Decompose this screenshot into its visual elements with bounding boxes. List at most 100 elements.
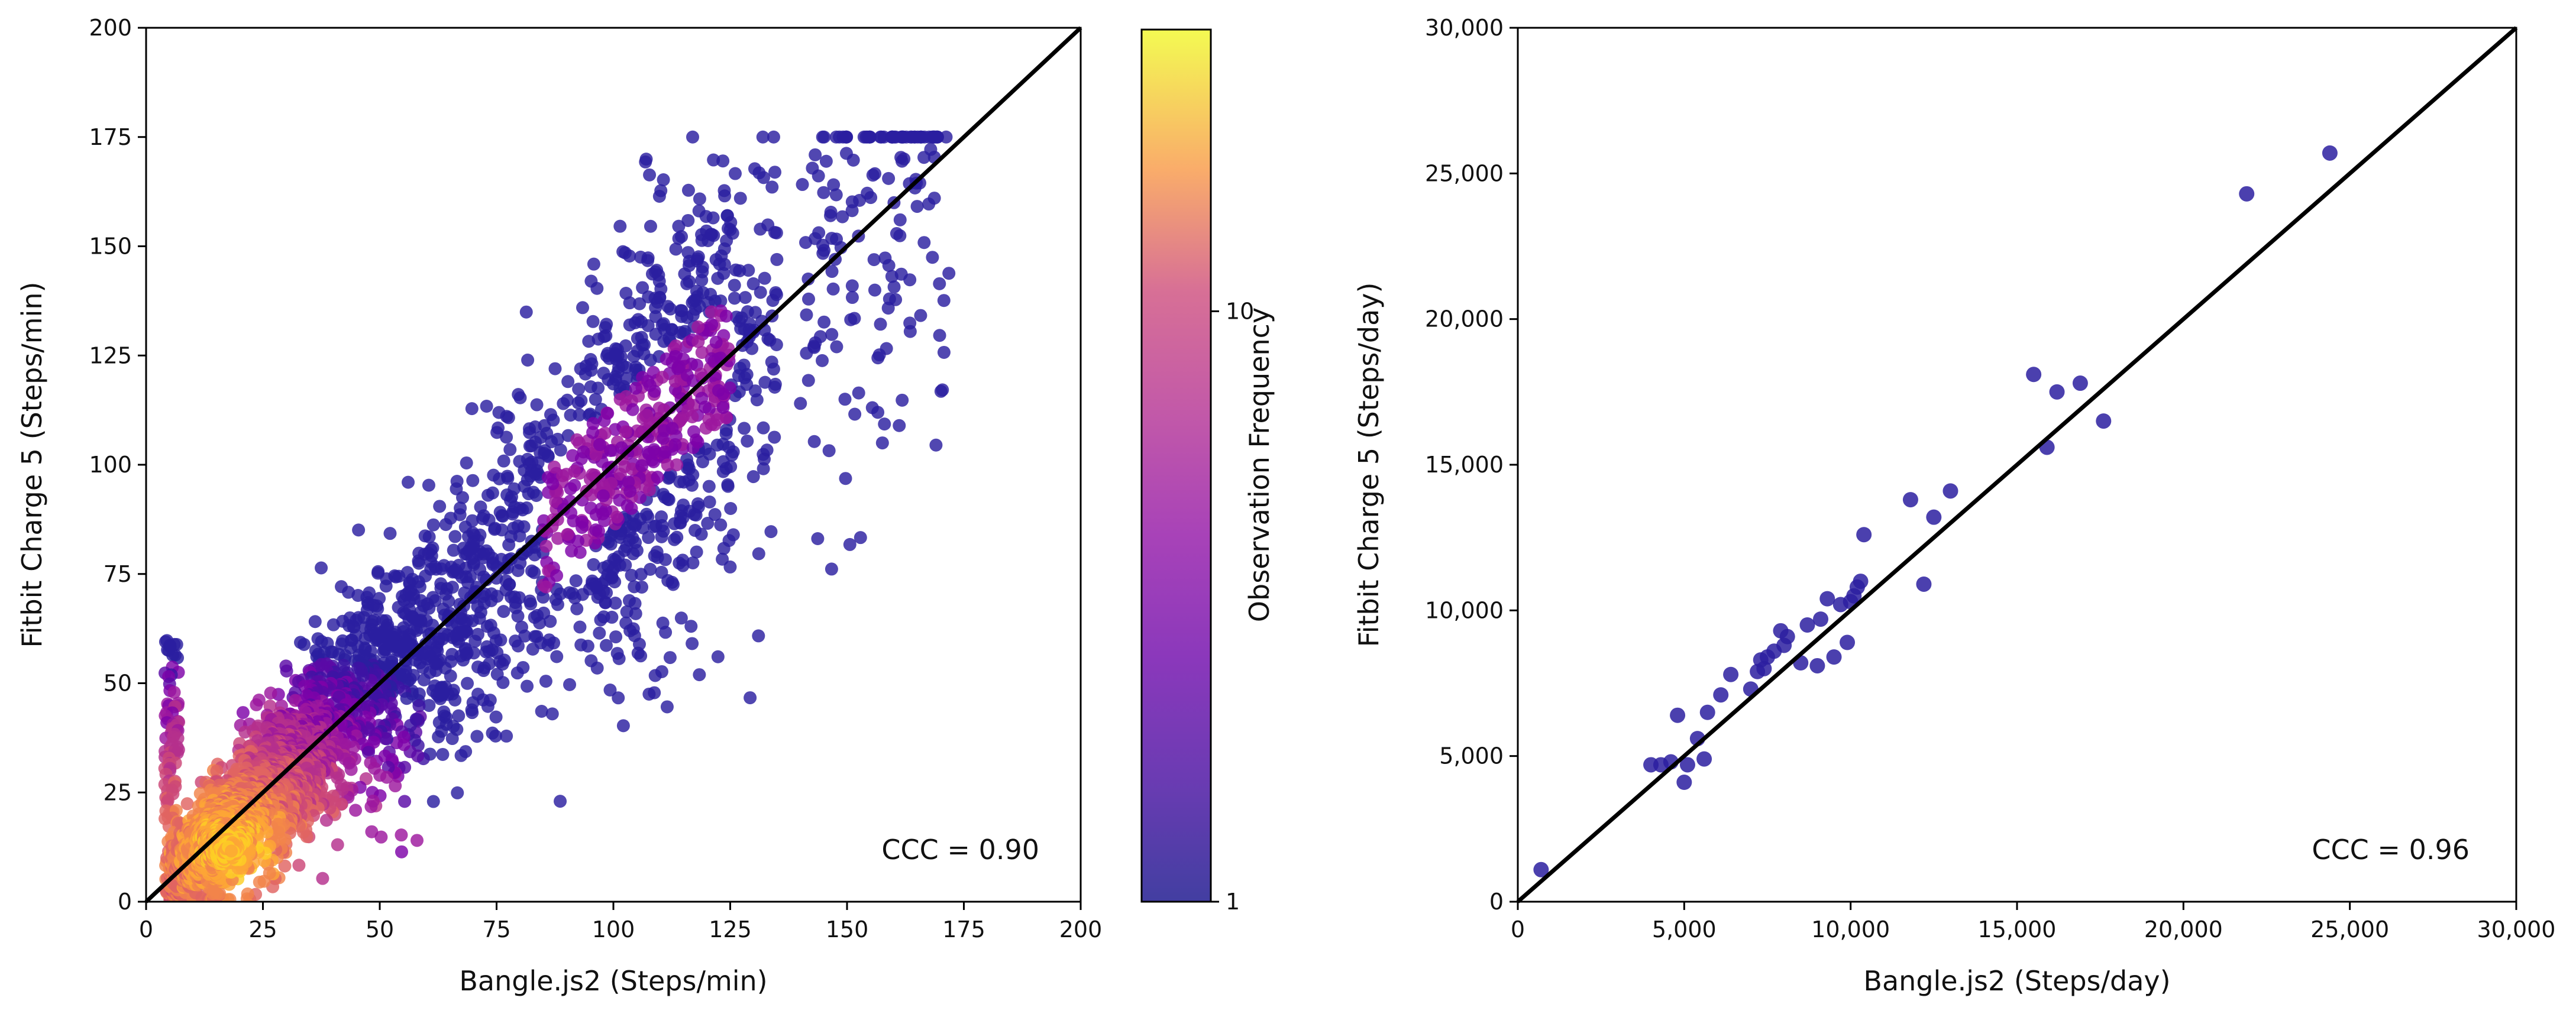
left-data-point: [486, 558, 500, 571]
left-data-point: [162, 644, 176, 658]
left-data-point: [765, 180, 779, 194]
right-points-layer: [1533, 145, 2338, 877]
left-data-point: [817, 130, 831, 144]
left-data-point: [390, 736, 403, 750]
left-data-point: [703, 495, 716, 509]
right-data-point: [1799, 617, 1815, 633]
right-y-tick-label: 5,000: [1439, 743, 1504, 769]
left-data-point: [557, 397, 570, 410]
left-data-point: [616, 719, 630, 733]
left-y-tick-label: 150: [89, 234, 132, 260]
left-data-point: [470, 730, 484, 743]
left-data-point: [667, 533, 681, 546]
left-data-point: [864, 130, 877, 144]
left-data-point: [659, 626, 673, 639]
left-data-point: [887, 280, 901, 294]
right-data-point: [1809, 658, 1825, 673]
right-identity-line: [1516, 26, 2518, 903]
left-data-point: [686, 637, 699, 650]
left-data-point: [634, 250, 648, 264]
left-data-point: [429, 657, 442, 671]
left-data-point: [933, 277, 946, 290]
left-data-point: [572, 383, 586, 396]
left-data-point: [671, 362, 684, 375]
left-data-point: [754, 286, 767, 299]
left-data-point: [586, 315, 600, 328]
left-data-point: [542, 633, 556, 647]
left-data-point: [465, 552, 479, 565]
left-data-point: [728, 167, 742, 180]
left-data-point: [539, 675, 552, 688]
left-data-point: [576, 516, 589, 529]
left-data-point: [477, 551, 490, 565]
left-data-point: [704, 228, 717, 241]
left-data-point: [917, 151, 931, 164]
left-data-point: [497, 454, 510, 468]
left-data-point: [584, 488, 598, 502]
left-data-point: [719, 309, 733, 323]
left-data-point: [668, 374, 682, 388]
left-x-axis: 0 25 50 75 100 125 150 175 200: [139, 902, 1102, 942]
left-data-point: [660, 700, 674, 714]
left-data-point: [683, 275, 696, 289]
left-data-point: [574, 394, 588, 407]
left-data-point: [729, 310, 743, 324]
left-data-point: [809, 148, 822, 161]
left-data-point: [504, 494, 518, 507]
left-data-point: [604, 443, 618, 457]
left-data-point: [896, 130, 910, 144]
left-data-point: [663, 651, 677, 665]
left-data-point: [756, 130, 770, 144]
left-data-point: [609, 630, 623, 644]
left-data-point: [714, 518, 728, 532]
left-data-point: [331, 838, 344, 851]
left-data-point: [628, 597, 642, 610]
left-data-point: [253, 875, 266, 889]
left-data-point: [500, 729, 513, 743]
left-data-point: [674, 611, 688, 625]
left-data-point: [705, 318, 719, 331]
left-x-tick-label: 125: [709, 916, 752, 942]
left-data-point: [825, 232, 839, 245]
left-data-point: [619, 425, 632, 439]
left-data-point: [817, 186, 830, 199]
left-data-point: [710, 413, 724, 427]
left-data-point: [434, 577, 448, 591]
left-data-point: [412, 554, 425, 568]
left-data-point: [582, 335, 596, 348]
left-data-point: [593, 438, 606, 451]
left-data-point: [565, 544, 578, 558]
left-data-point: [812, 169, 825, 183]
left-data-point: [413, 656, 427, 670]
right-data-point: [2322, 145, 2338, 161]
colorbar-tick-label: 10: [1226, 298, 1254, 324]
left-data-point: [615, 441, 628, 455]
left-data-point: [451, 566, 464, 579]
left-data-point: [896, 393, 909, 407]
right-y-tick-label: 10,000: [1425, 597, 1504, 623]
left-data-point: [691, 335, 705, 348]
left-data-point: [530, 398, 544, 412]
left-data-point: [641, 445, 655, 459]
right-x-tick-label: 15,000: [1978, 916, 2057, 942]
left-data-point: [489, 710, 503, 724]
left-data-point: [845, 291, 859, 305]
left-data-point: [738, 323, 751, 336]
left-data-point: [669, 339, 683, 353]
left-data-point: [658, 553, 672, 566]
left-data-point: [910, 200, 924, 213]
left-data-point: [465, 703, 479, 717]
left-data-point: [757, 448, 770, 461]
left-data-point: [422, 699, 436, 712]
left-data-point: [566, 449, 580, 462]
left-data-point: [830, 340, 843, 354]
left-data-point: [801, 374, 815, 387]
left-data-point: [609, 597, 622, 610]
left-data-point: [528, 611, 541, 624]
right-data-point: [1779, 629, 1795, 644]
left-data-point: [548, 362, 562, 375]
right-x-tick-label: 5,000: [1652, 916, 1717, 942]
left-data-point: [419, 614, 433, 627]
left-data-point: [361, 746, 375, 759]
left-data-point: [726, 445, 740, 459]
